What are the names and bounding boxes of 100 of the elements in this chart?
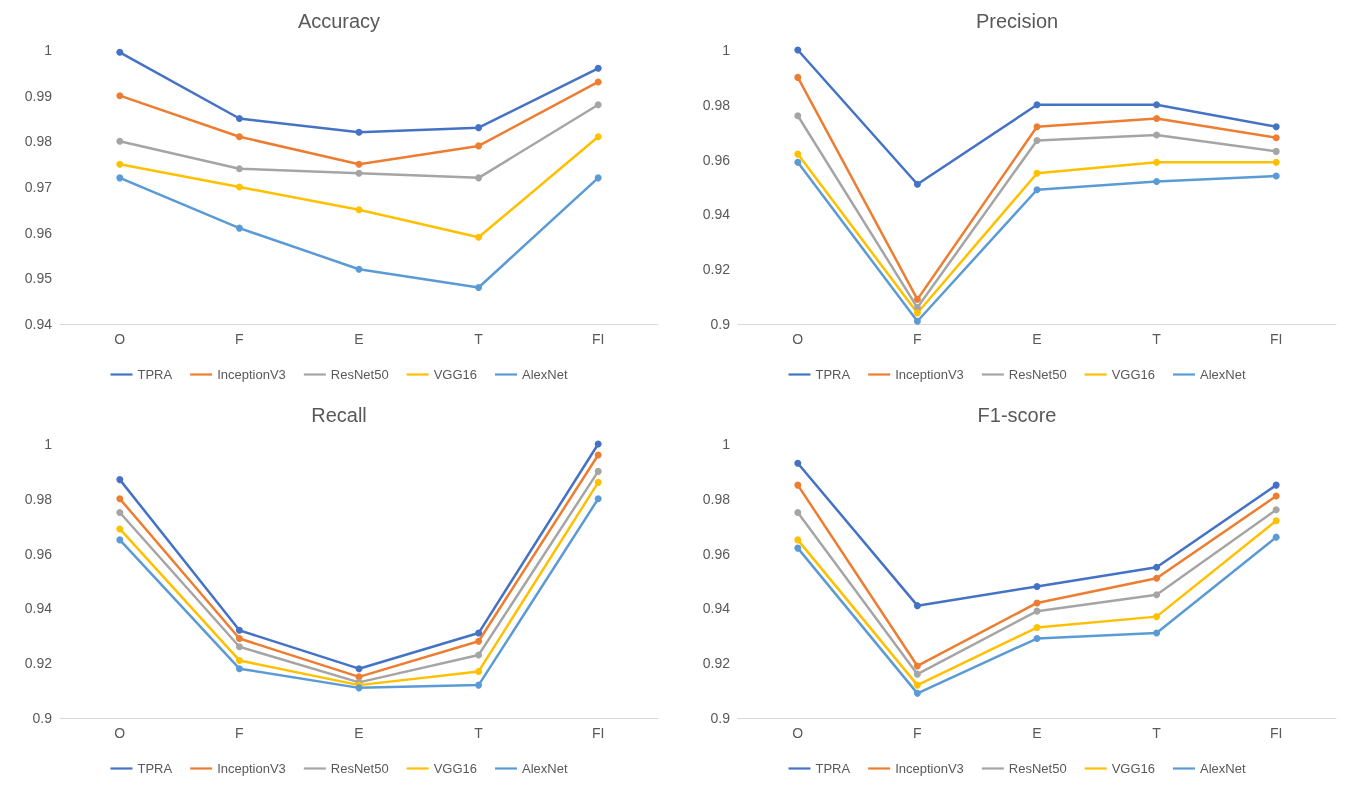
point (475, 681, 483, 689)
point (1153, 158, 1161, 166)
legend-label: TPRA (137, 367, 173, 382)
point (1153, 574, 1161, 582)
point (235, 635, 243, 643)
point (475, 142, 483, 150)
point (1272, 481, 1280, 489)
x-tick-label: O (792, 725, 804, 741)
point (594, 495, 602, 503)
legend-label: AlexNet (521, 367, 568, 382)
point (913, 689, 921, 697)
point (475, 637, 483, 645)
point (235, 165, 243, 173)
point (116, 495, 124, 503)
y-tick-label: 0.92 (702, 655, 731, 672)
chart-title: Accuracy (297, 10, 381, 32)
point (355, 206, 363, 214)
point (1153, 115, 1161, 122)
point (1033, 101, 1041, 109)
y-tick-label: 0.96 (24, 545, 53, 562)
chart-title: F1-score (977, 404, 1057, 426)
point (794, 481, 802, 489)
point (1272, 533, 1280, 541)
x-tick-label: T (1152, 331, 1162, 347)
point (594, 64, 602, 72)
legend-label: VGG16 (433, 367, 477, 382)
x-tick-label: FI (1269, 331, 1283, 347)
legend-label: InceptionV3 (217, 761, 286, 776)
x-tick-label: E (354, 331, 364, 347)
point (116, 174, 124, 182)
point (235, 626, 243, 634)
x-tick-label: T (474, 725, 484, 741)
point (794, 46, 802, 54)
point (116, 476, 124, 484)
y-tick-label: 0.94 (702, 600, 731, 617)
y-tick-label: 0.98 (702, 96, 731, 113)
point (1272, 172, 1280, 180)
point (913, 295, 921, 303)
point (1033, 136, 1041, 144)
x-tick-label: F (235, 331, 244, 347)
point (794, 158, 802, 166)
y-tick-label: 0.98 (702, 490, 731, 507)
point (235, 665, 243, 673)
legend-label: VGG16 (1111, 367, 1155, 382)
x-tick-label: T (1152, 725, 1162, 741)
legend-label: AlexNet (521, 761, 568, 776)
legend-label: VGG16 (433, 761, 477, 776)
y-tick-label: 0.9 (710, 710, 731, 726)
y-tick-label: 0.9 (32, 710, 53, 726)
y-tick-label: 0.94 (24, 600, 53, 617)
y-tick-label: 0.98 (24, 133, 53, 150)
point (475, 629, 483, 637)
x-tick-label: T (474, 331, 484, 347)
point (475, 174, 483, 182)
y-tick-label: 1 (722, 436, 731, 452)
point (594, 451, 602, 459)
x-tick-label: E (1032, 725, 1042, 741)
x-tick-label: F (235, 725, 244, 741)
y-tick-label: 0.97 (24, 179, 53, 195)
point (594, 467, 602, 475)
point (1272, 123, 1280, 131)
point (1153, 591, 1161, 599)
point (475, 667, 483, 675)
point (116, 509, 124, 516)
point (116, 48, 124, 56)
point (1033, 123, 1041, 131)
point (1272, 492, 1280, 500)
x-tick-label: F (913, 725, 922, 741)
legend-label: InceptionV3 (895, 761, 964, 776)
point (116, 160, 124, 168)
y-tick-label: 0.92 (702, 261, 731, 278)
legend-label: ResNet50 (1008, 367, 1067, 382)
legend-label: InceptionV3 (895, 367, 964, 382)
y-tick-label: 0.99 (24, 87, 53, 104)
point (116, 137, 124, 145)
x-tick-label: FI (1269, 725, 1283, 741)
point (913, 309, 921, 317)
point (594, 101, 602, 109)
y-tick-label: 0.94 (24, 316, 53, 332)
legend-label: TPRA (137, 761, 173, 776)
point (794, 112, 802, 120)
point (235, 133, 243, 141)
point (794, 544, 802, 552)
point (1153, 613, 1161, 621)
point (235, 115, 243, 122)
y-tick-label: 0.95 (24, 270, 53, 287)
point (475, 124, 483, 132)
point (235, 656, 243, 664)
legend-label: AlexNet (1199, 367, 1246, 382)
y-tick-label: 1 (722, 42, 731, 58)
x-tick-label: F (913, 331, 922, 347)
point (1033, 635, 1041, 643)
legend-label: VGG16 (1111, 761, 1155, 776)
point (913, 670, 921, 678)
point (913, 662, 921, 670)
chart-title: Recall (311, 404, 367, 426)
y-tick-label: 0.9 (710, 316, 731, 332)
x-tick-label: O (792, 331, 804, 347)
point (913, 180, 921, 188)
legend-label: ResNet50 (1008, 761, 1067, 776)
